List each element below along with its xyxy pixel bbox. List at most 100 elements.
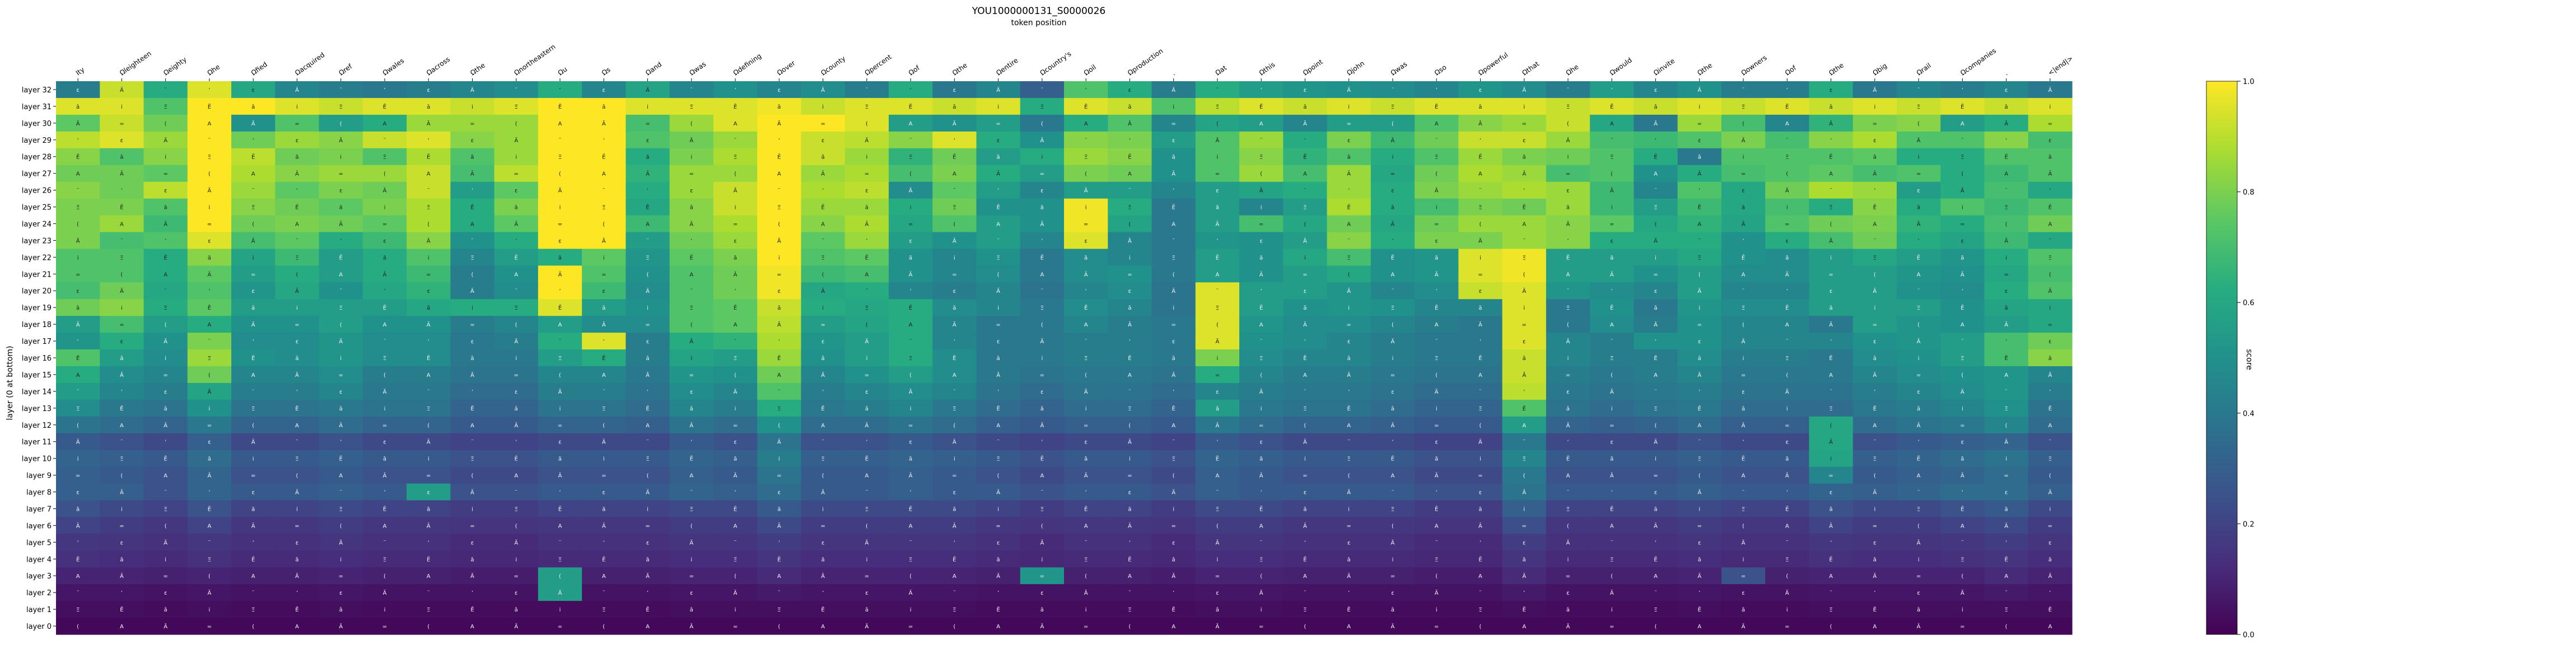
heatmap-cell	[1634, 534, 1678, 551]
cell-glyph: i	[1261, 607, 1262, 613]
cell-glyph: Ä	[996, 287, 1000, 295]
cell-glyph: (	[1392, 121, 1394, 127]
heatmap-cell	[1108, 382, 1152, 400]
cell-glyph: A	[1697, 221, 1701, 227]
cell-glyph: Ξ	[2004, 607, 2008, 613]
cell-glyph: A	[1697, 423, 1701, 429]
heatmap-cell	[1415, 148, 1459, 166]
heatmap-cell	[1239, 131, 1284, 149]
heatmap-cell	[844, 517, 889, 534]
cell-glyph: Ξ	[2048, 456, 2052, 463]
cell-glyph: ¨	[1172, 238, 1175, 244]
cell-glyph: i	[997, 305, 999, 311]
heatmap-cell	[1590, 433, 1634, 451]
cell-glyph: ā	[164, 607, 167, 613]
heatmap-cell	[1634, 517, 1678, 534]
heatmap-cell	[1502, 366, 1547, 384]
heatmap-cell	[231, 198, 276, 216]
cell-glyph: ā	[251, 506, 255, 512]
heatmap-cell	[1195, 148, 1240, 166]
cell-glyph: i	[1874, 506, 1875, 512]
heatmap-cell	[1370, 483, 1415, 501]
heatmap-cell	[1458, 165, 1503, 183]
cell-glyph: ā	[251, 305, 255, 311]
cell-glyph: ā	[295, 155, 298, 161]
heatmap-cell	[1634, 282, 1678, 300]
heatmap-cell	[1940, 316, 1985, 333]
cell-glyph: ā	[1873, 557, 1877, 563]
heatmap-cell	[1108, 165, 1152, 183]
heatmap-cell	[407, 500, 451, 518]
cell-glyph: =	[1215, 171, 1220, 178]
cell-glyph: Ξ	[515, 104, 518, 110]
cell-glyph: (	[647, 272, 649, 278]
x-tick-label: Ωover	[776, 59, 797, 77]
cell-glyph: Ā	[1391, 220, 1395, 227]
heatmap-cell	[801, 198, 846, 216]
cell-glyph: ā	[164, 406, 167, 412]
heatmap-cell	[1896, 97, 1941, 115]
cell-glyph: Ē	[1303, 153, 1306, 161]
cell-glyph: Ä	[1697, 287, 1701, 295]
cell-glyph: ε	[471, 138, 474, 144]
cell-glyph: (	[734, 171, 736, 178]
cell-glyph: ε	[251, 490, 254, 496]
heatmap-cell	[450, 232, 495, 249]
heatmap-cell	[187, 450, 232, 468]
heatmap-cell	[1502, 466, 1547, 484]
cell-glyph: ¨	[1216, 87, 1219, 94]
heatmap-cell	[1151, 316, 1196, 333]
cell-glyph: A	[1478, 171, 1482, 178]
heatmap-cell	[1896, 416, 1941, 434]
heatmap-cell	[1940, 349, 1985, 367]
cell-glyph: ε	[558, 440, 561, 446]
heatmap-cell	[1721, 114, 1766, 132]
cell-glyph: i	[1786, 607, 1788, 613]
heatmap-cell	[494, 316, 539, 333]
cell-glyph: ’	[1655, 540, 1656, 546]
cell-glyph: ε	[1479, 490, 1482, 496]
cell-glyph: ā	[734, 456, 737, 463]
heatmap-cell	[494, 232, 539, 249]
heatmap-cell	[888, 349, 933, 367]
cell-glyph: i	[1743, 557, 1744, 563]
heatmap-cell	[1239, 349, 1284, 367]
cell-glyph: Ē	[76, 153, 80, 161]
cell-glyph: ā	[1303, 104, 1306, 110]
cell-glyph: ε	[383, 440, 386, 446]
cell-glyph: (	[647, 473, 649, 479]
heatmap-cell	[1721, 466, 1766, 484]
heatmap-cell	[362, 349, 407, 367]
cell-glyph: A	[1917, 272, 1921, 278]
heatmap-cell	[1677, 232, 1722, 249]
heatmap-cell	[1327, 483, 1371, 501]
cell-glyph: Ξ	[1391, 305, 1394, 311]
cell-glyph: Ξ	[909, 557, 912, 563]
cell-glyph: i	[121, 506, 123, 512]
heatmap-cell	[713, 416, 758, 434]
heatmap-cell	[143, 81, 188, 99]
cell-glyph: A	[1128, 171, 1132, 178]
cell-glyph: A	[1172, 624, 1175, 630]
cell-glyph: Ä	[514, 137, 518, 144]
cell-glyph: =	[514, 171, 519, 178]
cell-glyph: Ā	[1303, 321, 1307, 328]
heatmap-cell	[976, 198, 1021, 216]
cell-glyph: (	[384, 171, 386, 178]
heatmap-cell	[538, 299, 582, 316]
cell-glyph: ε	[2048, 138, 2051, 144]
heatmap-cell	[1984, 382, 2029, 400]
heatmap-cell	[187, 550, 232, 568]
cell-glyph: A	[909, 523, 913, 529]
heatmap-cell	[1765, 148, 1810, 166]
cell-glyph: ’	[647, 389, 648, 395]
cell-glyph: Ξ	[777, 607, 781, 613]
heatmap-cell	[1765, 450, 1810, 468]
heatmap-cell	[362, 500, 407, 518]
cell-glyph: ā	[2048, 356, 2052, 362]
heatmap-cell	[1239, 550, 1284, 568]
cell-glyph: i	[1874, 305, 1875, 311]
heatmap-cell	[801, 81, 846, 99]
heatmap-cell	[582, 198, 626, 216]
heatmap-cell	[407, 97, 451, 115]
